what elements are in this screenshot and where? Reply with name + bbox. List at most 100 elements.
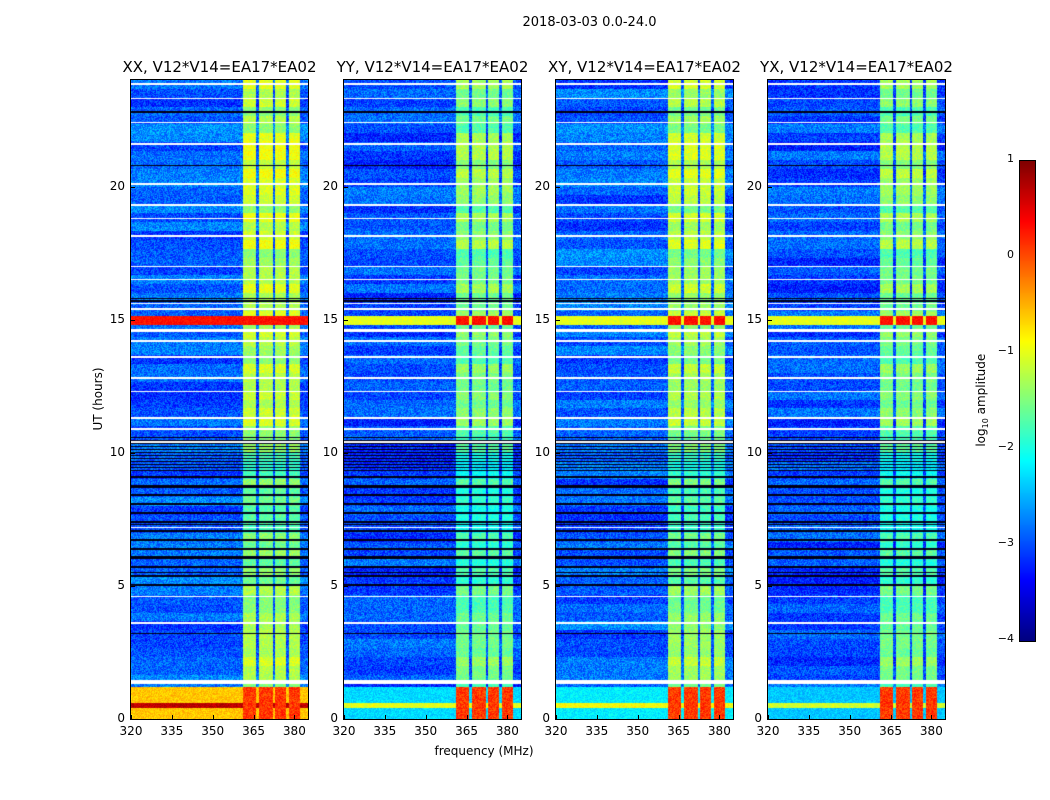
spectrogram-panel-1 [130,79,309,720]
y-tick-mark [131,186,135,188]
y-tick-label: 10 [109,444,125,459]
spectrogram-image [556,80,733,719]
y-tick-mark [556,719,560,720]
spectrogram-image [131,80,308,719]
panel-title: XX, V12*V14=EA17*EA02 [122,58,317,76]
x-tick-mark [212,715,214,719]
spectrogram-panel-3 [555,79,734,720]
y-tick-label: 5 [330,577,338,592]
y-tick-label: 10 [322,444,338,459]
x-tick-label: 365 [879,724,902,738]
x-tick-mark [294,715,296,719]
x-tick-mark [131,715,132,719]
panel-title: XY, V12*V14=EA17*EA02 [548,58,741,76]
colorbar-tick-label: −2 [997,440,1014,453]
y-tick-label: 15 [109,311,125,326]
y-tick-label: 20 [109,178,125,193]
x-tick-label: 365 [667,724,690,738]
y-tick-label: 0 [754,711,762,725]
y-tick-label: 20 [746,178,762,193]
x-tick-mark [768,715,769,719]
x-tick-label: 365 [242,724,265,738]
y-tick-label: 5 [542,577,550,592]
spectrogram-panel-4 [767,79,946,720]
x-tick-mark [507,715,509,719]
y-tick-label: 0 [330,711,338,725]
colorbar-tick-label: −1 [997,344,1014,357]
x-tick-mark [637,715,639,719]
y-tick-label: 15 [534,311,550,326]
x-tick-mark [344,715,345,719]
y-tick-mark [556,585,560,587]
y-tick-label: 5 [754,577,762,592]
spectrogram-image [344,80,521,719]
y-tick-mark [556,319,560,321]
x-tick-label: 350 [838,724,862,738]
x-tick-mark [890,715,892,719]
y-tick-mark [556,452,560,454]
y-tick-mark [768,719,772,720]
colorbar-tick-label: 1 [1007,152,1014,165]
colorbar-label: log10 amplitude [974,350,990,450]
x-tick-label: 380 [707,724,731,738]
x-tick-label: 380 [495,724,519,738]
spectrogram-panel-2 [343,79,522,720]
colorbar-tick-label: 0 [1007,248,1014,261]
x-tick-label: 335 [797,724,821,738]
x-tick-mark [466,715,468,719]
x-tick-label: 380 [282,724,306,738]
x-tick-mark [425,715,427,719]
y-tick-mark [344,186,348,188]
x-tick-label: 365 [455,724,478,738]
x-tick-label: 350 [626,724,650,738]
x-axis-label: frequency (MHz) [434,744,534,758]
y-tick-mark [344,319,348,321]
y-tick-mark [344,585,348,587]
x-tick-label: 320 [756,724,780,738]
panel-title: YY, V12*V14=EA17*EA02 [336,58,529,76]
y-tick-mark [131,452,135,454]
x-tick-label: 335 [585,724,609,738]
y-tick-mark [556,186,560,188]
y-axis-label: UT (hours) [91,367,105,431]
x-tick-mark [596,715,598,719]
y-tick-mark [131,319,135,321]
colorbar-label-sub: 10 [981,418,991,429]
y-tick-label: 5 [117,577,125,592]
colorbar-tick-label: −4 [997,632,1014,645]
y-tick-label: 20 [322,178,338,193]
x-tick-label: 320 [544,724,568,738]
y-tick-label: 10 [534,444,550,459]
x-tick-mark [678,715,680,719]
y-tick-label: 10 [746,444,762,459]
x-tick-mark [808,715,810,719]
y-tick-mark [768,319,772,321]
panel-title: YX, V12*V14=EA17*EA02 [760,58,953,76]
x-tick-mark [253,715,255,719]
y-tick-mark [768,186,772,188]
y-tick-mark [344,719,348,720]
x-tick-mark [384,715,386,719]
y-tick-label: 0 [117,711,125,725]
y-tick-mark [131,719,135,720]
colorbar [1019,160,1036,642]
x-tick-label: 335 [373,724,397,738]
y-tick-mark [768,452,772,454]
y-tick-mark [344,452,348,454]
y-tick-label: 15 [746,311,762,326]
y-tick-label: 20 [534,178,550,193]
x-tick-label: 335 [160,724,184,738]
x-tick-label: 380 [919,724,943,738]
x-tick-mark [931,715,933,719]
x-tick-label: 320 [119,724,143,738]
y-tick-label: 0 [542,711,550,725]
spectrogram-image [768,80,945,719]
y-tick-mark [131,585,135,587]
colorbar-tick-label: −3 [997,536,1014,549]
x-tick-label: 350 [201,724,225,738]
y-tick-label: 15 [322,311,338,326]
y-tick-mark [768,585,772,587]
x-tick-label: 320 [332,724,356,738]
colorbar-label-main: log [973,428,988,447]
x-tick-mark [849,715,851,719]
